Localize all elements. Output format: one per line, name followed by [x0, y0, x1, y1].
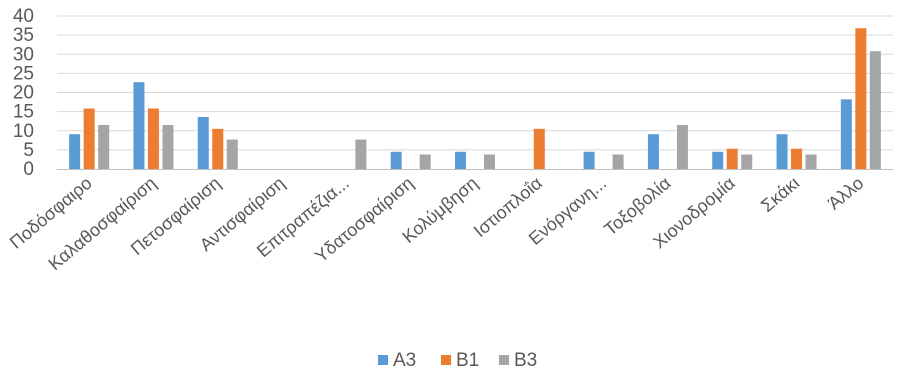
y-tick-label: 10	[13, 121, 34, 142]
bar-a3-11	[776, 134, 788, 169]
bar-a3-9	[647, 134, 659, 169]
legend-swatch-a3	[378, 355, 388, 365]
y-tick-label: 25	[13, 63, 34, 84]
bar-b1-12	[855, 28, 867, 169]
bar-b3-9	[676, 125, 688, 169]
bars	[69, 28, 881, 169]
bar-b3-0	[98, 125, 110, 169]
bar-b3-1	[162, 125, 174, 169]
bar-a3-10	[712, 151, 724, 169]
bar-a3-5	[390, 151, 402, 169]
bar-a3-6	[455, 151, 466, 169]
legend-label: B3	[514, 350, 537, 371]
legend-swatch-b3	[499, 355, 509, 365]
legend: A3 B1 B3	[378, 350, 537, 371]
y-tick-label: 15	[13, 102, 34, 123]
bar-b3-2	[226, 139, 238, 169]
bar-b3-4	[355, 139, 367, 169]
gridlines	[57, 15, 893, 151]
legend-swatch-b1	[441, 355, 451, 365]
legend-label: B1	[456, 350, 479, 371]
category-label: Σκάκι	[757, 173, 803, 216]
category-labels: ΠοδόσφαιροΚαλαθοσφαίρισηΠετοσφαίρισηΑντι…	[6, 173, 868, 274]
bar-a3-0	[69, 134, 81, 169]
y-tick-label: 0	[23, 159, 34, 180]
category-label: Άλλο	[824, 173, 867, 214]
bar-b3-8	[612, 154, 624, 169]
bar-a3-8	[583, 151, 595, 169]
bar-a3-12	[840, 99, 852, 169]
category-label: Καλαθοσφαίριση	[45, 173, 160, 274]
bar-b1-1	[147, 108, 159, 169]
bar-a3-2	[197, 116, 209, 169]
bar-b1-11	[791, 148, 803, 169]
y-tick-label: 30	[13, 44, 34, 65]
bar-b1-2	[212, 128, 224, 169]
bar-b1-0	[83, 108, 95, 169]
bar-a3-1	[133, 82, 145, 169]
bar-b3-11	[805, 154, 817, 169]
bar-b3-10	[741, 154, 753, 169]
bar-b1-10	[726, 148, 738, 169]
bar-b3-12	[869, 51, 881, 169]
y-tick-label: 35	[13, 25, 34, 46]
legend-label: A3	[393, 350, 416, 371]
bar-b3-6	[484, 154, 495, 169]
y-tick-label: 5	[23, 140, 34, 161]
y-tick-label: 20	[13, 83, 34, 104]
bar-b3-5	[419, 154, 431, 169]
bar-b1-7	[533, 128, 545, 169]
y-tick-label: 40	[13, 6, 34, 27]
